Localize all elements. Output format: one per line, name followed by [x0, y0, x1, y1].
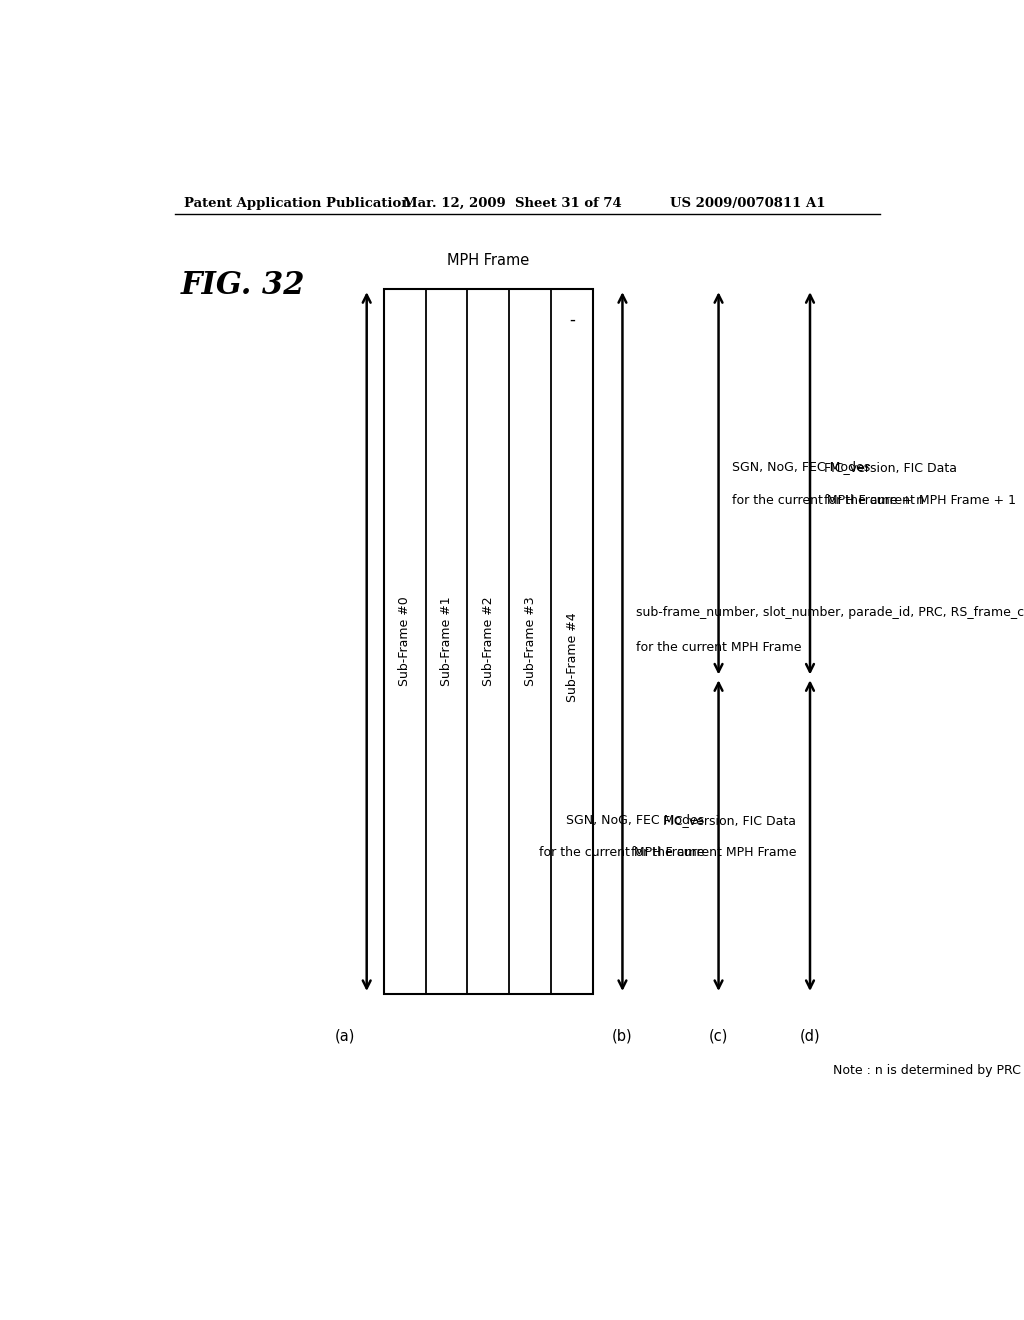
Text: US 2009/0070811 A1: US 2009/0070811 A1 [671, 197, 826, 210]
Text: Sub-Frame #0: Sub-Frame #0 [398, 597, 412, 686]
Text: for the current MPH Frame + n: for the current MPH Frame + n [732, 494, 925, 507]
Text: (d): (d) [800, 1028, 820, 1044]
Text: Mar. 12, 2009  Sheet 31 of 74: Mar. 12, 2009 Sheet 31 of 74 [403, 197, 622, 210]
Text: (a): (a) [335, 1028, 355, 1044]
Text: Note : n is determined by PRC +1: Note : n is determined by PRC +1 [834, 1064, 1024, 1077]
Text: FIC_version, FIC Data: FIC_version, FIC Data [824, 462, 957, 474]
Text: FIG. 32: FIG. 32 [180, 271, 305, 301]
Text: sub-frame_number, slot_number, parade_id, PRC, RS_frame_continuity_counter: sub-frame_number, slot_number, parade_id… [636, 606, 1024, 619]
Text: for the current MPH Frame: for the current MPH Frame [631, 846, 796, 859]
Text: Sub-Frame #2: Sub-Frame #2 [482, 597, 495, 686]
Text: for the current MPH Frame + 1: for the current MPH Frame + 1 [824, 494, 1016, 507]
Text: for the current MPH Frame: for the current MPH Frame [539, 846, 705, 859]
Text: Sub-Frame #3: Sub-Frame #3 [523, 597, 537, 686]
Bar [384, 289, 593, 994]
Text: -: - [569, 312, 575, 329]
Text: (c): (c) [709, 1028, 728, 1044]
Text: Patent Application Publication: Patent Application Publication [183, 197, 411, 210]
Text: SGN, NoG, FEC Modes: SGN, NoG, FEC Modes [566, 813, 705, 826]
Text: MPH Frame: MPH Frame [447, 252, 529, 268]
Text: FIC_version, FIC Data: FIC_version, FIC Data [664, 813, 796, 826]
Text: for the current MPH Frame: for the current MPH Frame [636, 642, 802, 655]
Text: (b): (b) [612, 1028, 633, 1044]
Text: SGN, NoG, FEC Modes: SGN, NoG, FEC Modes [732, 462, 870, 474]
Text: Sub-Frame #1: Sub-Frame #1 [440, 597, 453, 686]
Text: Sub-Frame #4: Sub-Frame #4 [565, 612, 579, 702]
